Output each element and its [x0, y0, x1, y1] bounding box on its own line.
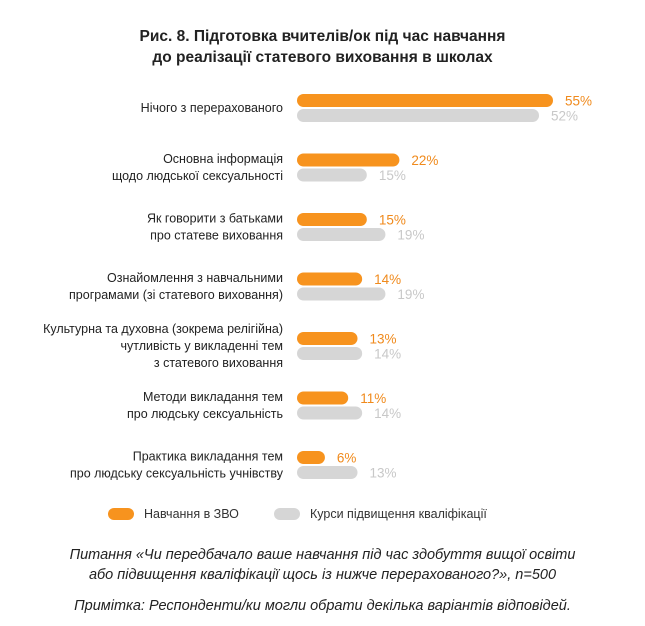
- bar-series-1-cat-2: [297, 153, 400, 167]
- bar-series-1-cat-4: [297, 272, 363, 286]
- data-label-series-1-cat-4: 14%: [374, 272, 401, 287]
- bar-series-2-cat-1: [297, 109, 540, 122]
- category-label-5-line-2: чутливість у викладенні тем: [121, 339, 284, 353]
- data-label-series-1-cat-5: 13%: [370, 332, 397, 347]
- data-label-series-1-cat-2: 22%: [411, 153, 438, 168]
- data-label-series-2-cat-3: 19%: [397, 228, 424, 243]
- bar-series-2-cat-2: [297, 168, 367, 182]
- chart-title-line-2: до реалізації статевого виховання в школ…: [152, 49, 493, 66]
- bar-series-2-cat-3: [297, 228, 386, 241]
- category-label-7-line-1: Практика викладання тем: [133, 450, 283, 464]
- footnote-note: Примітка: Респонденти/ки могли обрати де…: [74, 598, 571, 614]
- category-label-7-line-2: про людську сексуальність учнівству: [70, 467, 284, 481]
- category-label-3-line-2: про статеве виховання: [150, 229, 283, 243]
- category-label-2-line-1: Основна інформація: [163, 152, 283, 166]
- footnote-question: Питання «Чи передбачало ваше навчання пі…: [0, 545, 645, 585]
- category-label-5-line-1: Культурна та духовна (зокрема релігійна): [43, 322, 283, 336]
- data-label-series-2-cat-5: 14%: [374, 347, 401, 362]
- bar-series-2-cat-6: [297, 406, 363, 420]
- category-label-6-line-2: про людську сексуальність: [127, 407, 283, 421]
- legend-swatch-series-2: [274, 508, 300, 520]
- data-label-series-1-cat-7: 6%: [337, 451, 357, 466]
- category-label-1-line-1: Нічого з перерахованого: [141, 101, 283, 115]
- data-label-series-2-cat-4: 19%: [397, 287, 424, 302]
- data-label-series-2-cat-6: 14%: [374, 406, 401, 421]
- bar-series-1-cat-5: [297, 332, 358, 345]
- data-label-series-2-cat-2: 15%: [379, 168, 406, 183]
- bar-series-1-cat-6: [297, 391, 349, 405]
- data-label-series-2-cat-1: 52%: [551, 109, 578, 124]
- bar-series-1-cat-3: [297, 213, 367, 226]
- category-label-4-line-2: програмами (зі статевого виховання): [69, 288, 283, 302]
- chart-title: Рис. 8. Підготовка вчителів/ок під час н…: [0, 26, 645, 68]
- data-label-series-1-cat-1: 55%: [565, 94, 592, 109]
- bar-chart: Нічого з перерахованого 55%52% Основна інф…: [43, 94, 592, 481]
- bar-series-2-cat-5: [297, 347, 363, 360]
- category-label-6-line-1: Методи викладання тем: [143, 390, 283, 404]
- data-label-series-1-cat-3: 15%: [379, 213, 406, 228]
- legend-label-series-1: Навчання в ЗВО: [144, 507, 239, 521]
- data-label-series-2-cat-7: 13%: [370, 466, 397, 481]
- bar-series-2-cat-7: [297, 466, 358, 479]
- category-label-4-line-1: Ознайомлення з навчальними: [107, 271, 283, 285]
- category-label-5-line-3: з статевого виховання: [154, 356, 283, 370]
- bar-series-1-cat-7: [297, 451, 325, 464]
- category-label-3-line-1: Як говорити з батьками: [147, 212, 283, 226]
- legend-swatch-series-1: [108, 508, 134, 520]
- bar-series-1-cat-1: [297, 94, 553, 107]
- chart-title-line-1: Рис. 8. Підготовка вчителів/ок під час н…: [139, 28, 506, 45]
- footnote-question-line-1: Питання «Чи передбачало ваше навчання пі…: [69, 547, 576, 563]
- legend-label-series-2: Курси підвищення кваліфікації: [310, 507, 487, 521]
- bar-series-2-cat-4: [297, 287, 386, 301]
- footnote-question-line-2: або підвищення кваліфікації щось із нижч…: [88, 567, 557, 583]
- category-label-2-line-2: щодо людської сексуальності: [112, 169, 283, 183]
- legend-item-series-1: Навчання в ЗВО: [108, 507, 239, 521]
- data-label-series-1-cat-6: 11%: [360, 391, 386, 406]
- legend: Навчання в ЗВО Курси підвищення кваліфік…: [0, 507, 645, 527]
- legend-item-series-2: Курси підвищення кваліфікації: [274, 507, 487, 521]
